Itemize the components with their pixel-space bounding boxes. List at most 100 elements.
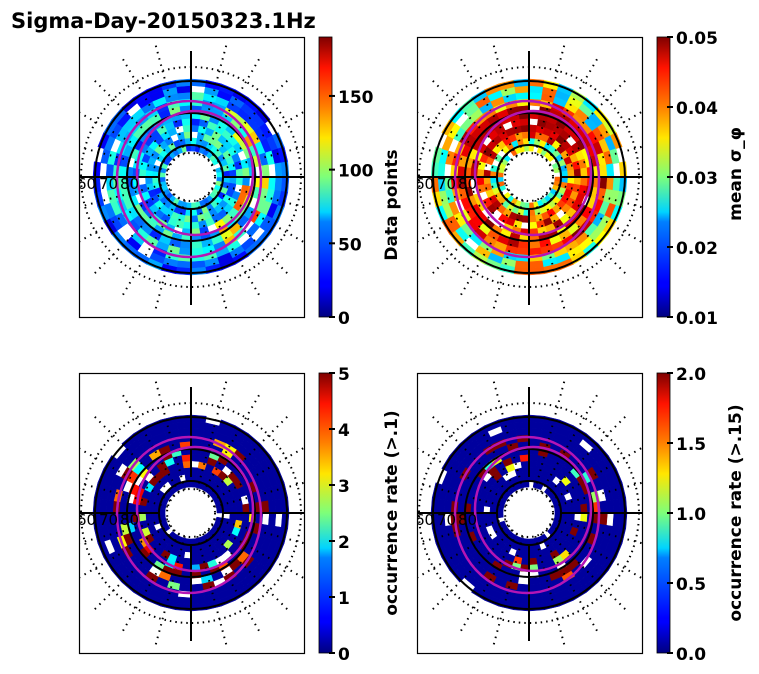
heatmap-cell	[580, 512, 588, 523]
heatmap-cell	[190, 215, 199, 223]
heatmap-cell	[483, 512, 491, 521]
heatmap-cell	[476, 168, 485, 178]
heatmap-cell	[145, 176, 153, 185]
heatmap-cell	[176, 131, 186, 141]
heatmap-cell	[497, 213, 509, 224]
heatmap-cell	[138, 168, 147, 178]
heatmap-cell	[261, 500, 270, 514]
colorbar-tick-label: 50	[338, 235, 362, 255]
colorbar-tick-label: 0.04	[676, 99, 718, 119]
polar-plot: 60 70 80	[79, 41, 304, 313]
heatmap-cell	[606, 176, 615, 191]
heatmap-cell	[235, 512, 244, 522]
panel-4: 60 70 80	[415, 372, 644, 655]
latitude-circle	[496, 144, 562, 210]
heatmap-cell	[190, 557, 200, 566]
axes-frame	[416, 36, 644, 319]
heatmap-cell	[476, 176, 485, 186]
heatmap-cell	[520, 460, 530, 469]
heatmap-cell	[528, 454, 539, 462]
polar-plot: 60 70 80	[415, 41, 642, 313]
heatmap-cell	[182, 221, 192, 230]
latitude-label: 80	[120, 175, 139, 193]
heatmap-cell	[181, 454, 192, 462]
panel-1: 60 70 80	[78, 36, 306, 319]
auroral-oval-outer	[453, 435, 601, 595]
colorbar-label: mean σ_φ	[726, 127, 746, 221]
auroral-oval-inner	[135, 445, 255, 573]
colorbar-tick-label: 0.03	[676, 169, 718, 189]
colorbar-tick-label: 0	[338, 645, 350, 665]
colorbar-tick-label: 0.02	[676, 239, 718, 259]
heatmap-cell	[242, 512, 250, 523]
heatmap-cell	[190, 454, 201, 462]
heatmap-cell	[528, 241, 541, 250]
heatmap-cell	[242, 176, 250, 187]
latitude-label: 80	[458, 511, 477, 529]
axes-frame	[416, 372, 644, 655]
heatmap-cell	[235, 504, 244, 514]
colorbar-4: 0.0 0.5 1.0 1.5 2.0 occurrence rate (>.15)	[656, 365, 746, 665]
heatmap-cell	[520, 124, 530, 133]
heatmap-cell	[528, 460, 538, 469]
heatmap-cell	[580, 176, 588, 187]
axes-frame	[78, 372, 306, 655]
figure-title: Sigma-Day-20150323.1Hz	[11, 9, 316, 33]
colorbar-tick-label: 0.01	[676, 309, 718, 329]
colorbar-tick-label: 1.0	[676, 505, 706, 525]
heatmap-cell	[235, 168, 244, 178]
latitude-label: 80	[458, 175, 477, 193]
panel-3: 60 70 80	[77, 372, 306, 655]
heatmap-cell	[599, 176, 608, 190]
latitude-label: 60	[415, 175, 434, 193]
polar-plot: 60 70 80	[77, 377, 304, 649]
heatmap-cell	[516, 247, 530, 256]
heatmap-cell	[476, 504, 485, 514]
colorbar-tick-label: 0	[338, 309, 350, 329]
latitude-label: 60	[77, 511, 96, 529]
heatmap-cell	[190, 551, 199, 559]
heatmap-cell	[528, 221, 538, 230]
heatmap-cell	[599, 512, 608, 526]
heatmap-cell	[190, 247, 204, 256]
colorbar-tick-label: 0.5	[676, 575, 706, 595]
heatmap-cell	[606, 163, 615, 178]
heatmap-cell	[242, 167, 250, 178]
heatmap-cell	[520, 557, 530, 566]
heatmap-cell	[177, 91, 192, 100]
heatmap-cell	[138, 504, 147, 514]
heatmap-cell	[521, 467, 530, 475]
heatmap-cell	[517, 241, 530, 250]
latitude-circle	[158, 480, 224, 546]
heatmap-cell	[190, 221, 200, 230]
heatmap-cell	[268, 499, 277, 514]
grid-circle-dotted	[504, 152, 554, 202]
heatmap-cell	[268, 176, 277, 191]
heatmap-cell	[528, 124, 538, 133]
colorbar-gradient	[318, 36, 333, 318]
heatmap-cell	[178, 247, 192, 256]
latitude-label: 70	[437, 175, 456, 193]
heatmap-cell	[528, 427, 543, 436]
heatmap-cell	[528, 551, 537, 559]
heatmap-cell	[229, 505, 237, 514]
latitude-label: 70	[437, 511, 456, 529]
colorbar-tick-label: 1	[338, 589, 350, 609]
heatmap-cell	[528, 215, 537, 223]
heatmap-cell	[183, 131, 192, 139]
colorbar-tick-label: 5	[338, 365, 350, 385]
heatmap-cell	[567, 169, 575, 178]
heatmap-cell	[181, 118, 192, 126]
heatmap-cell	[234, 496, 243, 507]
heatmap-cell	[177, 427, 192, 436]
colorbar-tick-label: 150	[338, 88, 374, 108]
colorbar-tick-label: 0.05	[676, 29, 718, 49]
auroral-oval-inner	[135, 109, 255, 237]
heatmap-cell	[190, 124, 200, 133]
latitude-label: 60	[415, 511, 434, 529]
grid-circle-dotted	[166, 152, 216, 202]
heatmap-cell	[528, 577, 541, 586]
heatmap-cell	[599, 164, 608, 178]
colorbar-tick-label: 4	[338, 421, 350, 441]
heatmap-cell	[573, 168, 582, 178]
